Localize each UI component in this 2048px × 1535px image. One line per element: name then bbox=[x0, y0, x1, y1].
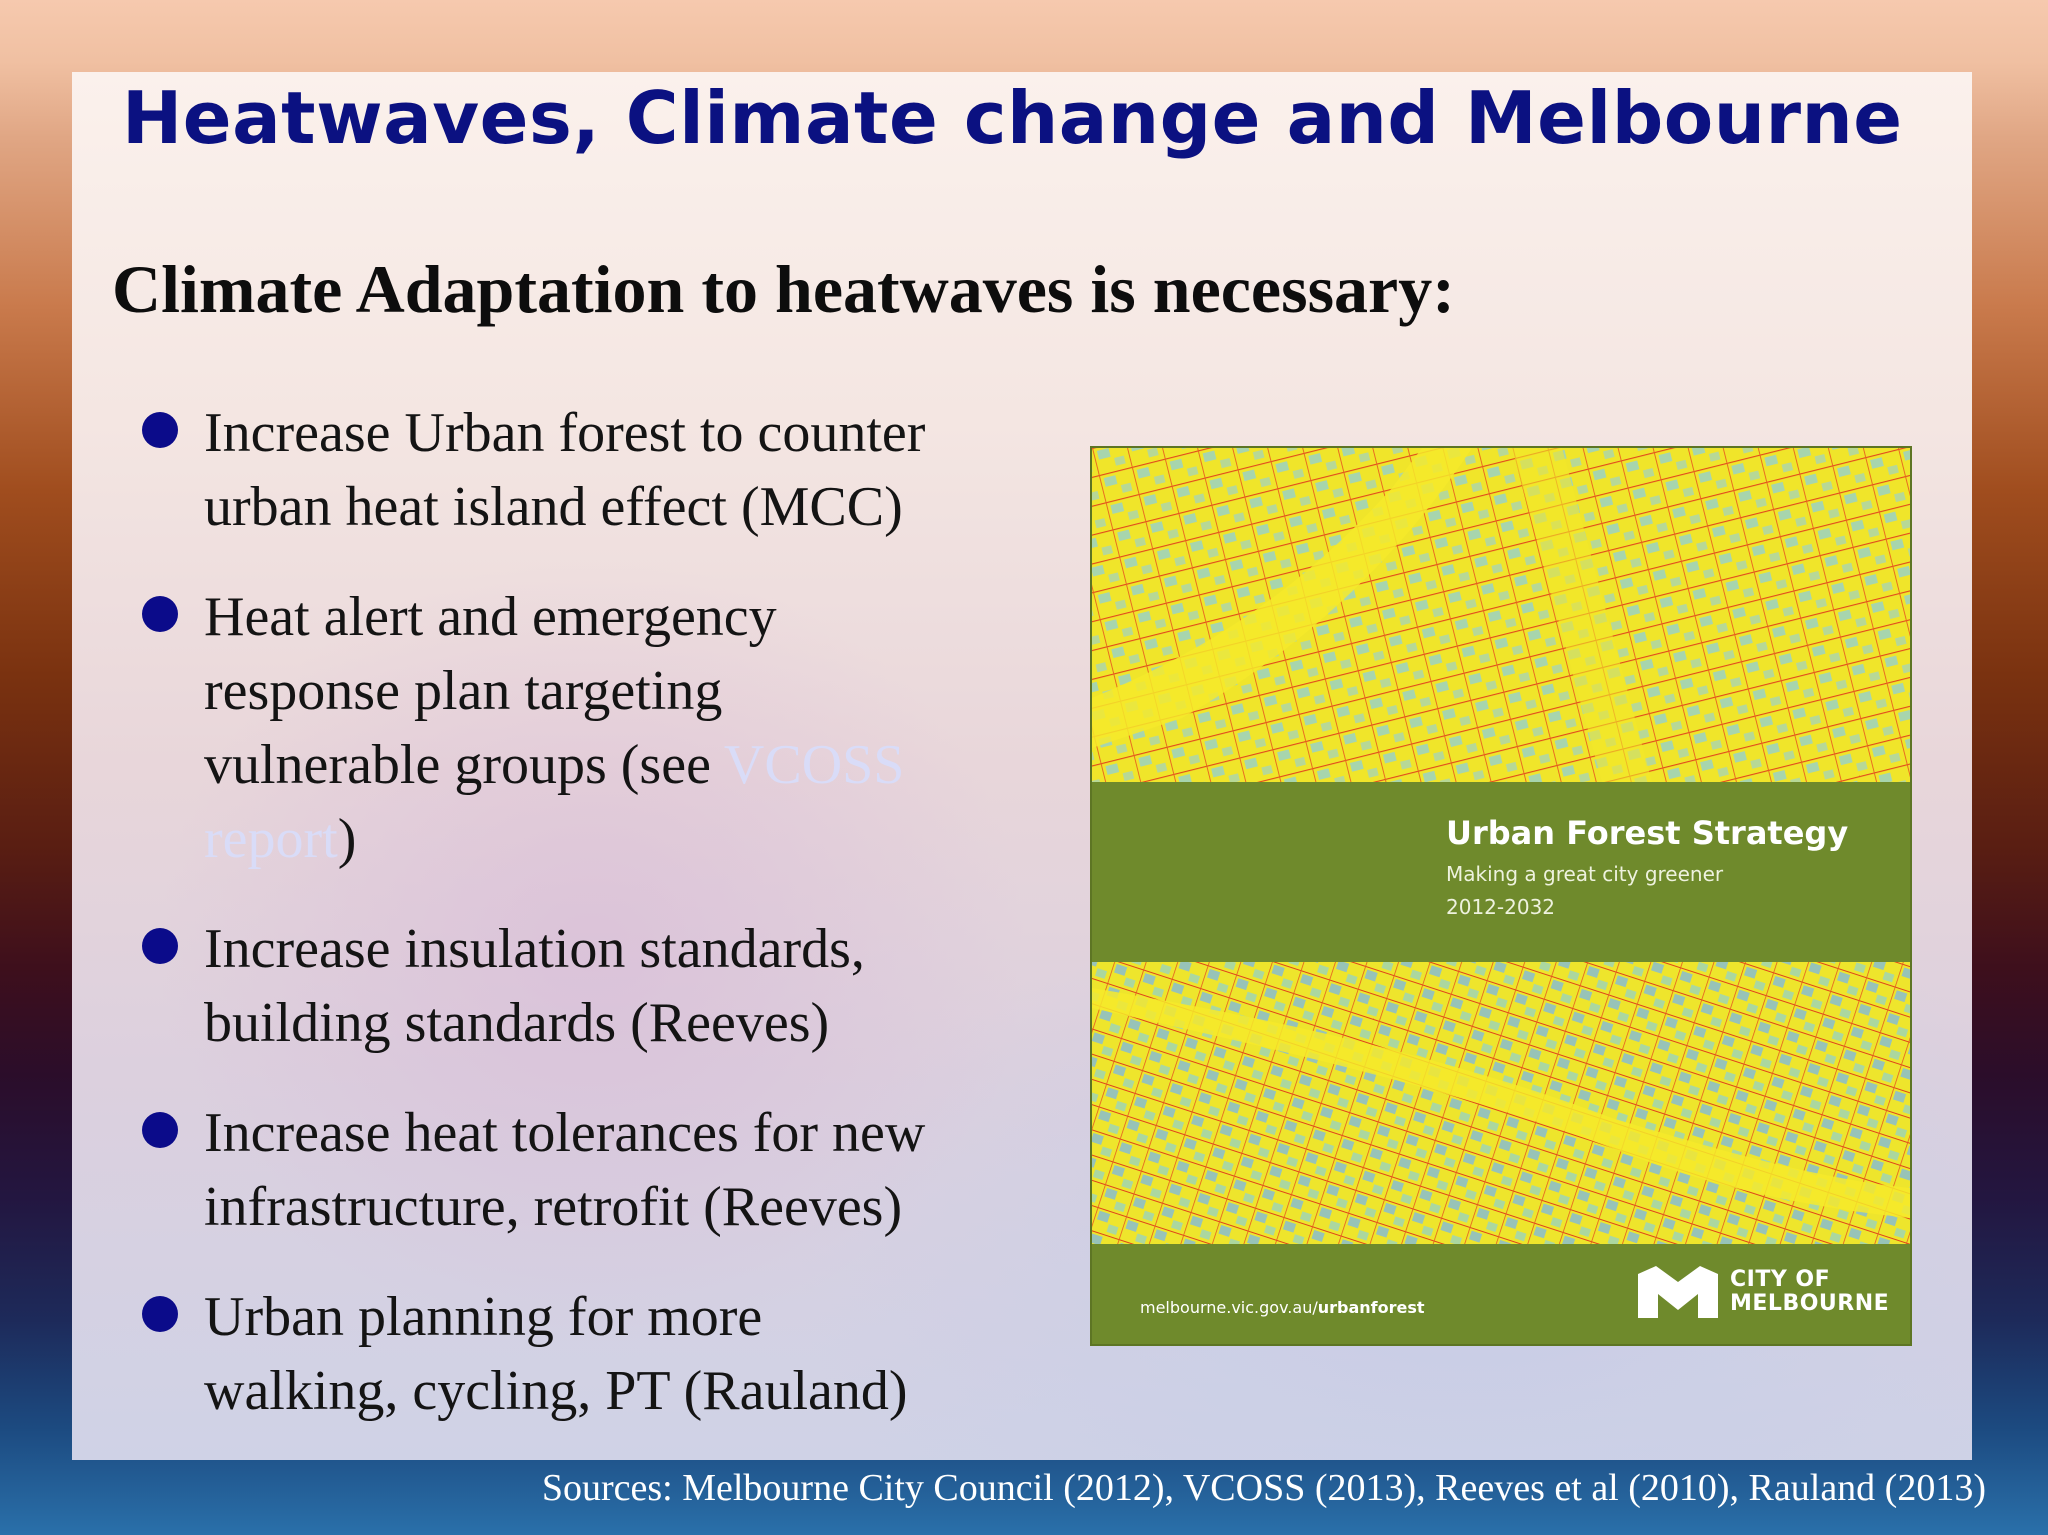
bullet-item-urban-planning: Urban planning for more walking, cycling… bbox=[142, 1280, 1042, 1428]
cover-title: Urban Forest Strategy bbox=[1446, 814, 1849, 852]
city-of-melbourne-wordmark: CITY OF MELBOURNE bbox=[1730, 1267, 1890, 1316]
bullet-item-heat-alert: Heat alert and emergency response plan t… bbox=[142, 580, 1042, 876]
bullet-dot-icon bbox=[142, 1296, 178, 1332]
cover-url: melbourne.vic.gov.au/urbanforest bbox=[1140, 1298, 1425, 1317]
bullet-dot-icon bbox=[142, 1112, 178, 1148]
urban-forest-strategy-cover: Urban Forest Strategy Making a great cit… bbox=[1090, 446, 1912, 1346]
bullet-item-heat-tolerance: Increase heat tolerances for new infrast… bbox=[142, 1096, 1042, 1244]
sources-footer: Sources: Melbourne City Council (2012), … bbox=[541, 1467, 1986, 1509]
slide-title: Heatwaves, Climate change and Melbourne bbox=[122, 76, 1903, 160]
bullet-dot-icon bbox=[142, 412, 178, 448]
bullet-dot-icon bbox=[142, 596, 178, 632]
bullet-list: Increase Urban forest to counter urban h… bbox=[142, 396, 1042, 1464]
cover-subtitle: Making a great city greener bbox=[1446, 862, 1724, 886]
bullet-item-insulation: Increase insulation standards, building … bbox=[142, 912, 1042, 1060]
city-of-melbourne-logo-icon bbox=[1638, 1266, 1718, 1318]
vcoss-report-link[interactable]: VCOSS report bbox=[204, 734, 905, 870]
heat-map-image bbox=[1092, 448, 1910, 1344]
cover-years: 2012-2032 bbox=[1446, 895, 1556, 919]
bullet-dot-icon bbox=[142, 928, 178, 964]
slide-subtitle: Climate Adaptation to heatwaves is neces… bbox=[112, 251, 1455, 327]
bullet-item-urban-forest: Increase Urban forest to counter urban h… bbox=[142, 396, 1042, 544]
